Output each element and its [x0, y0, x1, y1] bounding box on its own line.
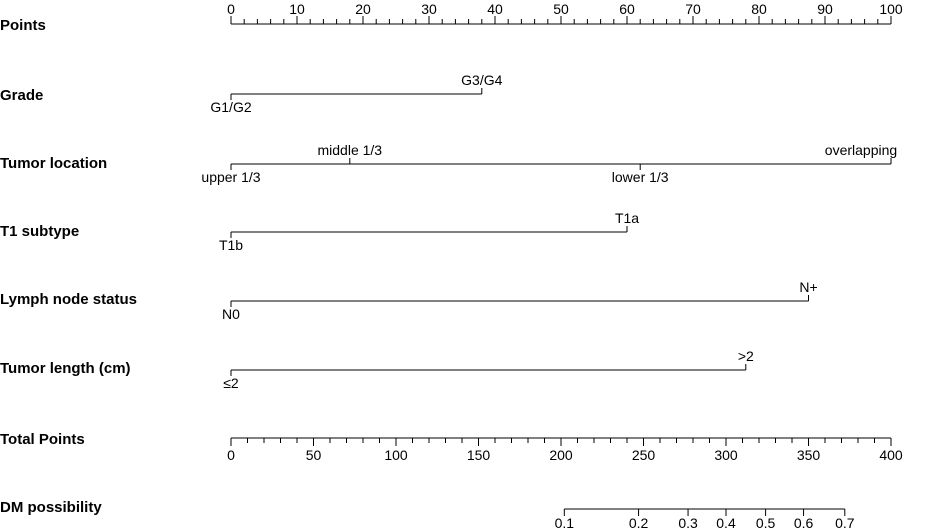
tumor-location-level-label: middle 1/3: [318, 142, 383, 158]
points-tick-label: 50: [553, 1, 569, 17]
points-tick-label: 90: [817, 1, 833, 17]
total-points-tick-label: 0: [227, 447, 235, 463]
tumor-length-cm-level-label: >2: [738, 348, 754, 364]
points-tick-label: 40: [487, 1, 503, 17]
points-tick-label: 70: [685, 1, 701, 17]
tumor-location-level-label: overlapping: [825, 142, 897, 158]
grade-level-label: G1/G2: [210, 99, 251, 115]
total-points-tick-label: 250: [632, 447, 656, 463]
lymph-node-status-level-label: N0: [222, 306, 240, 322]
dm-possibility-tick-label: 0.1: [555, 515, 575, 529]
t1-subtype-row-label: T1 subtype: [0, 223, 79, 240]
total-points-tick-label: 300: [714, 447, 738, 463]
points-tick-label: 100: [879, 1, 903, 17]
total-points-row-label: Total Points: [0, 431, 85, 448]
tumor-length-row-label: Tumor length (cm): [0, 360, 131, 377]
total-points-axis: 0 50 100 150 200 250 300 350 400: [227, 437, 903, 463]
grade-row-label: Grade: [0, 87, 43, 104]
dm-possibility-axis: 0.1 0.2 0.3 0.4 0.5 0.6 0.7: [555, 508, 855, 529]
dm-possibility-tick-label: 0.3: [678, 515, 698, 529]
dm-possibility-tick-label: 0.6: [794, 515, 814, 529]
total-points-tick-label: 400: [879, 447, 903, 463]
t1-subtype-level-label: T1a: [615, 210, 639, 226]
points-tick-label: 10: [289, 1, 305, 17]
tumor-length-cm-level-label: ≤2: [223, 375, 239, 391]
tumor-location-level-label: upper 1/3: [201, 169, 260, 185]
points-tick-label: 30: [421, 1, 437, 17]
variable-scales: G1/G2 G3/G4 upper 1/3 middle 1/3 lower 1/3 ov…: [201, 72, 897, 391]
points-tick-label: 0: [227, 1, 235, 17]
tumor-location-row-label: Tumor location: [0, 155, 107, 172]
total-points-tick-label: 50: [306, 447, 322, 463]
points-tick-label: 60: [619, 1, 635, 17]
points-row-label: Points: [0, 17, 46, 34]
lymph-node-status-row-label: Lymph node status: [0, 291, 137, 308]
total-points-tick-label: 150: [467, 447, 491, 463]
points-tick-label: 20: [355, 1, 371, 17]
total-points-tick-label: 350: [797, 447, 821, 463]
lymph-node-status-level-label: N+: [799, 279, 817, 295]
dm-possibility-row-label: DM possibility: [0, 499, 102, 516]
total-points-tick-label: 100: [384, 447, 408, 463]
dm-possibility-tick-label: 0.2: [629, 515, 649, 529]
total-points-tick-label: 200: [549, 447, 573, 463]
points-axis: 0 10 20 30 40 50 60 70 80 90 100: [227, 1, 903, 25]
dm-possibility-tick-label: 0.5: [756, 515, 776, 529]
dm-possibility-tick-label: 0.7: [835, 515, 855, 529]
t1-subtype-level-label: T1b: [219, 237, 243, 253]
points-tick-label: 80: [751, 1, 767, 17]
dm-possibility-tick-label: 0.4: [716, 515, 736, 529]
tumor-location-level-label: lower 1/3: [612, 169, 669, 185]
grade-level-label: G3/G4: [461, 72, 502, 88]
